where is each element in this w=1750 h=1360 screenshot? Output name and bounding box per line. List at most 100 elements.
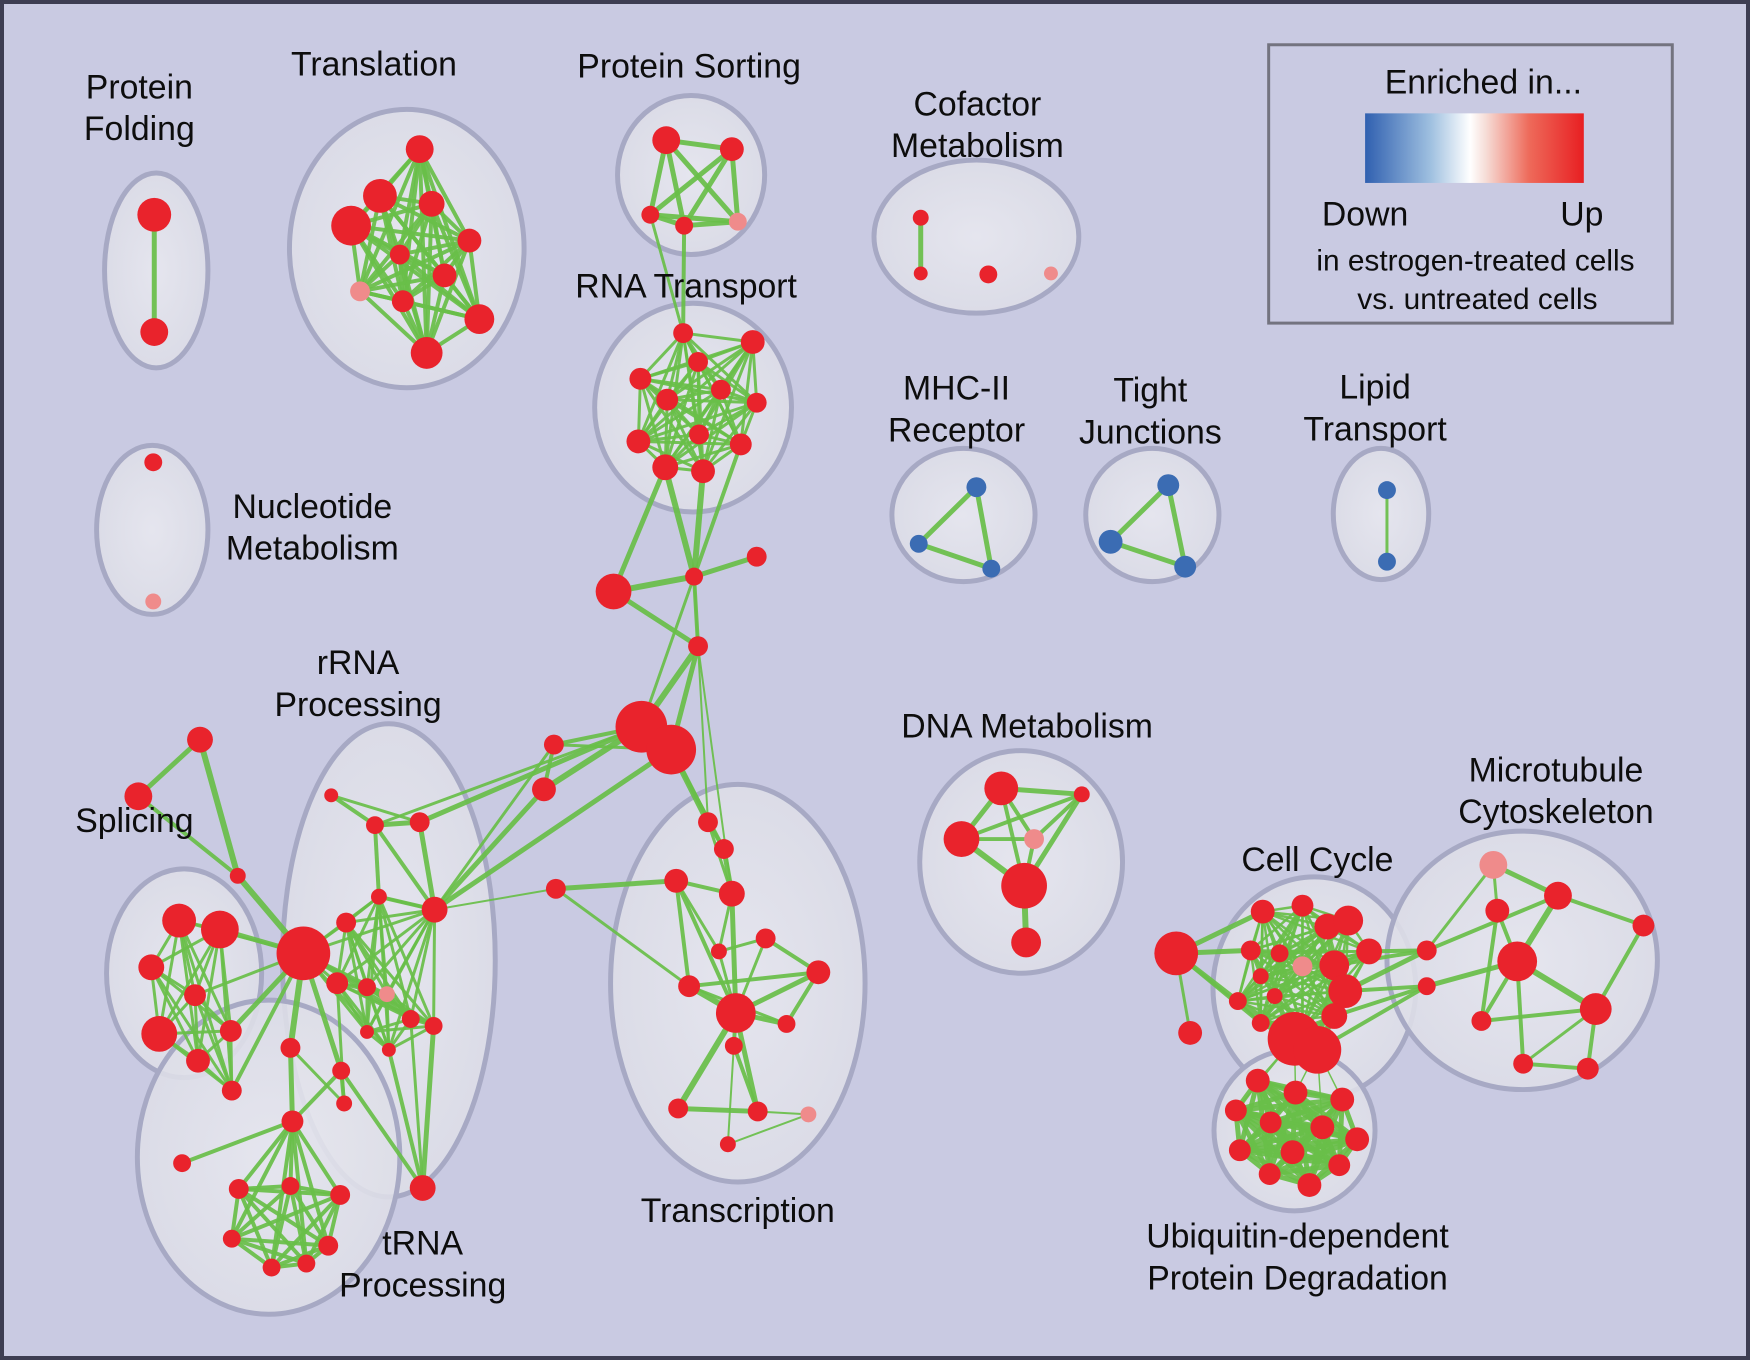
node-t2[interactable] xyxy=(664,868,689,893)
node-rt10[interactable] xyxy=(729,433,752,456)
node-h2[interactable] xyxy=(646,724,697,775)
node-r8[interactable] xyxy=(358,978,376,997)
node-ub11[interactable] xyxy=(1258,1163,1281,1186)
node-ub6[interactable] xyxy=(1310,1115,1335,1140)
node-ps3[interactable] xyxy=(641,205,660,224)
node-x4[interactable] xyxy=(688,636,708,657)
node-lt2[interactable] xyxy=(1378,552,1396,571)
node-tn3[interactable] xyxy=(330,1185,351,1205)
node-ub10[interactable] xyxy=(1328,1154,1351,1177)
node-tn4[interactable] xyxy=(222,1229,241,1248)
node-ub12[interactable] xyxy=(1297,1173,1322,1197)
network-canvas[interactable]: Protein Folding Translation Protein Sorting… xyxy=(4,4,1746,1356)
node-tl4[interactable] xyxy=(331,205,371,246)
node-cc13[interactable] xyxy=(1328,974,1363,1009)
node-ps5[interactable] xyxy=(728,212,747,231)
node-tj2[interactable] xyxy=(1098,529,1123,554)
node-ps4[interactable] xyxy=(675,216,694,235)
node-x1[interactable] xyxy=(685,567,704,586)
node-sp1[interactable] xyxy=(162,903,197,938)
node-mt3[interactable] xyxy=(1485,898,1510,923)
node-nm2[interactable] xyxy=(145,593,162,610)
node-ps2[interactable] xyxy=(719,137,744,162)
node-r9[interactable] xyxy=(378,986,395,1003)
node-mt5[interactable] xyxy=(1632,914,1655,937)
node-cchub2[interactable] xyxy=(1293,1025,1342,1074)
node-tl11[interactable] xyxy=(410,337,443,369)
node-lt1[interactable] xyxy=(1378,481,1396,500)
node-rt12[interactable] xyxy=(691,459,715,484)
node-rt5[interactable] xyxy=(710,379,731,400)
node-rt9[interactable] xyxy=(626,429,651,454)
node-cc9[interactable] xyxy=(1319,950,1350,981)
node-d6[interactable] xyxy=(1011,927,1042,958)
node-ub5[interactable] xyxy=(1259,1111,1282,1134)
node-tj3[interactable] xyxy=(1174,555,1197,578)
node-mt1[interactable] xyxy=(1479,850,1508,879)
node-cc15[interactable] xyxy=(1251,1014,1270,1032)
node-cc10[interactable] xyxy=(1356,938,1382,965)
node-r5[interactable] xyxy=(370,888,387,905)
node-ub4[interactable] xyxy=(1224,1099,1247,1122)
node-tl2[interactable] xyxy=(363,178,397,213)
node-r10[interactable] xyxy=(401,1010,420,1028)
node-r3[interactable] xyxy=(409,812,430,833)
node-sp8[interactable] xyxy=(221,1080,242,1101)
node-cc0b[interactable] xyxy=(1178,1020,1203,1045)
node-sp6[interactable] xyxy=(219,1019,242,1042)
node-sp3[interactable] xyxy=(138,954,165,981)
node-tn_hub[interactable] xyxy=(281,1110,304,1133)
node-tn7[interactable] xyxy=(297,1254,316,1273)
node-rt8[interactable] xyxy=(689,424,709,445)
node-cc2[interactable] xyxy=(1291,894,1314,917)
node-r1[interactable] xyxy=(324,788,339,803)
node-cc6[interactable] xyxy=(1270,944,1289,963)
node-nm1[interactable] xyxy=(144,453,163,472)
node-r7[interactable] xyxy=(326,972,349,995)
node-sp4[interactable] xyxy=(184,984,206,1007)
node-x8[interactable] xyxy=(532,777,556,802)
node-d4[interactable] xyxy=(1024,829,1044,849)
node-tl6[interactable] xyxy=(389,244,410,265)
node-cc8[interactable] xyxy=(1252,968,1269,985)
node-r2[interactable] xyxy=(366,816,384,835)
node-r15[interactable] xyxy=(409,1175,436,1201)
node-tl10[interactable] xyxy=(464,304,495,335)
node-t3[interactable] xyxy=(718,880,745,907)
node-sp5[interactable] xyxy=(141,1016,178,1052)
node-cc7[interactable] xyxy=(1292,956,1313,977)
node-mh3[interactable] xyxy=(982,559,1001,578)
node-t5[interactable] xyxy=(710,943,727,960)
node-hub[interactable] xyxy=(276,926,331,981)
node-pf1[interactable] xyxy=(137,197,172,232)
node-ub8[interactable] xyxy=(1228,1139,1251,1162)
node-t9[interactable] xyxy=(777,1015,796,1033)
node-cc14[interactable] xyxy=(1321,1003,1348,1029)
node-rt4[interactable] xyxy=(629,367,652,390)
node-t1[interactable] xyxy=(713,839,734,859)
node-r13[interactable] xyxy=(381,1042,396,1057)
node-tl5[interactable] xyxy=(457,228,482,253)
node-ub3[interactable] xyxy=(1330,1087,1355,1112)
node-r6[interactable] xyxy=(421,896,448,923)
node-cm4[interactable] xyxy=(1044,266,1058,281)
node-t11[interactable] xyxy=(668,1098,689,1119)
node-d3[interactable] xyxy=(943,821,980,857)
node-rn_a[interactable] xyxy=(280,1037,301,1058)
node-ub1[interactable] xyxy=(1245,1068,1270,1093)
node-tl7[interactable] xyxy=(432,263,457,288)
node-ub9[interactable] xyxy=(1280,1140,1305,1165)
node-d5[interactable] xyxy=(1001,862,1047,909)
node-tl3[interactable] xyxy=(418,190,445,217)
node-mt7[interactable] xyxy=(1513,1053,1534,1074)
node-cm2[interactable] xyxy=(913,266,928,281)
node-r14[interactable] xyxy=(336,1095,353,1112)
node-r12[interactable] xyxy=(360,1024,374,1039)
node-d2[interactable] xyxy=(1073,786,1090,803)
node-t12[interactable] xyxy=(747,1101,768,1122)
node-t6[interactable] xyxy=(678,975,701,998)
node-sa2[interactable] xyxy=(124,782,153,811)
node-rt11[interactable] xyxy=(652,454,679,481)
node-mt4[interactable] xyxy=(1497,941,1538,982)
node-ub2[interactable] xyxy=(1283,1080,1308,1105)
